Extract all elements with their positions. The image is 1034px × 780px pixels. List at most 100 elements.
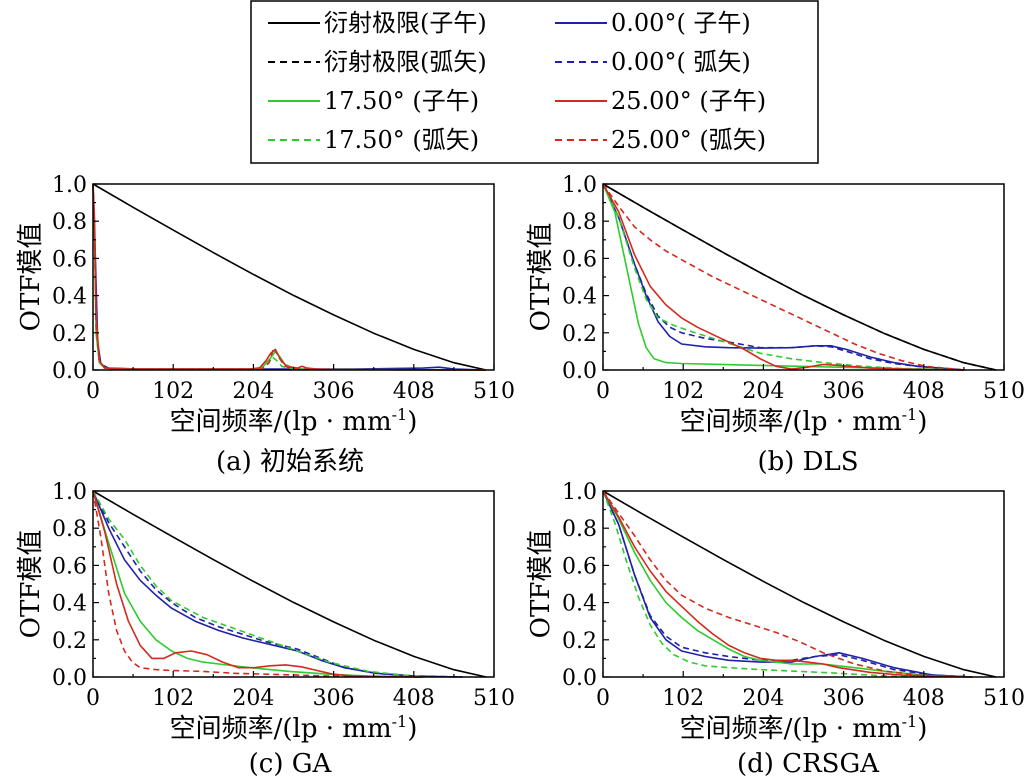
- y-tick-label: 0.0: [52, 666, 87, 691]
- y-tick-label: 1.0: [562, 173, 597, 198]
- x-tick-label: 408: [903, 379, 945, 404]
- series-line-6: [602, 183, 965, 371]
- legend-label: 17.50° (弧矢): [324, 126, 479, 154]
- series-line-5: [602, 183, 965, 371]
- x-axis-title-sup: -1: [392, 712, 408, 731]
- x-tick-label: 306: [313, 686, 355, 711]
- x-tick-label: 102: [662, 379, 704, 404]
- x-axis-title-sup: -1: [902, 405, 918, 424]
- x-tick-label: 510: [473, 379, 515, 404]
- x-tick-label: 102: [152, 686, 194, 711]
- series-line-1: [602, 183, 997, 371]
- series-line-3: [92, 490, 424, 678]
- series-line-5: [92, 183, 487, 371]
- plot-frame: [92, 183, 495, 371]
- x-tick-label: 0: [596, 379, 610, 404]
- y-tick-label: 0.4: [52, 592, 87, 617]
- series-group: [602, 183, 997, 371]
- x-tick-label: 204: [232, 686, 274, 711]
- x-axis-title-main: 空间频率/(lp · mm: [680, 714, 902, 744]
- y-axis-title: OTF模值: [526, 223, 556, 332]
- y-tick-label: 0.4: [562, 285, 597, 310]
- x-tick-label: 102: [662, 686, 704, 711]
- x-tick-label: 510: [473, 686, 515, 711]
- y-tick-label: 0.8: [52, 210, 87, 235]
- panel-caption: (d) CRSGA: [737, 749, 880, 779]
- x-tick-label: 306: [823, 379, 865, 404]
- panels: 0.00.20.40.60.81.00 102 204 306 408 510OTF模值空…: [16, 173, 1025, 779]
- x-tick-label: 204: [232, 379, 274, 404]
- chart-panel-d: 0.0 0.2 0.4 0.6 0.8 1.0 0 102 204 306 408 510 OTF模值空…: [526, 480, 1025, 779]
- y-tick-label: 0.0: [562, 359, 597, 384]
- legend-label: 0.00°( 弧矢): [611, 48, 751, 76]
- x-axis-title-close: ): [917, 714, 927, 744]
- y-axis-title: OTF模值: [16, 530, 46, 639]
- x-tick-label: 510: [983, 686, 1025, 711]
- series-line-0: [602, 490, 997, 678]
- x-tick-label: 408: [393, 379, 435, 404]
- y-tick-label: 0.6: [562, 247, 597, 272]
- x-axis-title-close: ): [407, 714, 417, 744]
- x-axis-title-close: ): [917, 407, 927, 437]
- series-line-3: [602, 183, 965, 371]
- x-axis-title: 空间频率/(lp · mm-1): [170, 405, 418, 437]
- series-line-2: [602, 490, 973, 678]
- series-line-1: [92, 490, 463, 678]
- legend-label: 衍射极限(弧矢): [324, 48, 487, 76]
- series-line-4: [92, 490, 424, 678]
- series-line-5: [92, 490, 424, 678]
- y-tick-label: 0.8: [562, 210, 597, 235]
- x-axis-title: 空间频率/(lp · mm-1): [680, 712, 928, 744]
- x-axis-title-main: 空间频率/(lp · mm: [680, 407, 902, 437]
- plot-frame: [92, 490, 495, 678]
- series-line-6: [602, 490, 957, 678]
- y-tick-label: 0.2: [52, 322, 87, 347]
- x-tick-label: 204: [742, 379, 784, 404]
- x-axis-title-main: 空间频率/(lp · mm: [170, 407, 392, 437]
- series-line-0: [92, 490, 487, 678]
- x-tick-label: 102: [152, 379, 194, 404]
- y-tick-label: 0.6: [562, 554, 597, 579]
- y-tick-label: 0.4: [562, 592, 597, 617]
- series-line-6: [92, 490, 424, 678]
- y-tick-label: 0.0: [562, 666, 597, 691]
- y-tick-label: 0.0: [52, 359, 87, 384]
- x-tick-label: 204: [742, 686, 784, 711]
- series-group: [602, 490, 997, 678]
- series-line-4: [602, 183, 965, 371]
- series-group: [92, 183, 487, 371]
- x-axis-title-sup: -1: [902, 712, 918, 731]
- series-line-2: [602, 183, 965, 371]
- chart-panel-b: 0.0 0.2 0.4 0.6 0.8 1.0 0 102 204 306 408 510 OTF模值空…: [526, 173, 1025, 477]
- x-tick-label: 306: [823, 686, 865, 711]
- series-line-4: [602, 490, 934, 678]
- x-tick-label: 0: [86, 686, 100, 711]
- y-tick-label: 0.6: [52, 554, 87, 579]
- plot-frame: [602, 183, 1005, 371]
- legend-label: 0.00°( 子午): [611, 9, 751, 37]
- legend-label: 衍射极限(子午): [324, 9, 487, 37]
- series-line-5: [602, 490, 973, 678]
- chart-panel-c: 0.0 0.2 0.4 0.6 0.8 1.0 0 102 204 306 408 510 OTF模值空…: [16, 480, 515, 779]
- panel-caption: (a) 初始系统: [216, 447, 364, 477]
- x-tick-label: 510: [983, 379, 1025, 404]
- x-tick-label: 408: [903, 686, 945, 711]
- y-tick-label: 0.2: [562, 322, 597, 347]
- x-tick-label: 408: [393, 686, 435, 711]
- legend: 衍射极限(子午) 0.00°( 子午) 衍射极限(弧矢) 0.00°( 弧矢) 17.5…: [250, 0, 819, 164]
- series-line-3: [92, 183, 487, 371]
- y-axis-title: OTF模值: [526, 530, 556, 639]
- y-tick-label: 1.0: [52, 480, 87, 505]
- x-axis-title: 空间频率/(lp · mm-1): [170, 712, 418, 744]
- x-tick-label: 0: [596, 686, 610, 711]
- y-axis-title: OTF模值: [16, 223, 46, 332]
- legend-label: 17.50° (子午): [324, 87, 479, 115]
- series-line-2: [92, 183, 487, 371]
- legend-label: 25.00° (子午): [611, 87, 766, 115]
- chart-panel-a: 0.0 0.2 0.4 0.6 0.8 1.0 0 102 204 306 408 510 OTF模值空…: [16, 173, 515, 477]
- legend-frame: [250, 0, 819, 164]
- series-line-7: [602, 183, 965, 371]
- legend-label: 25.00° (弧矢): [611, 126, 766, 154]
- series-line-2: [92, 490, 463, 678]
